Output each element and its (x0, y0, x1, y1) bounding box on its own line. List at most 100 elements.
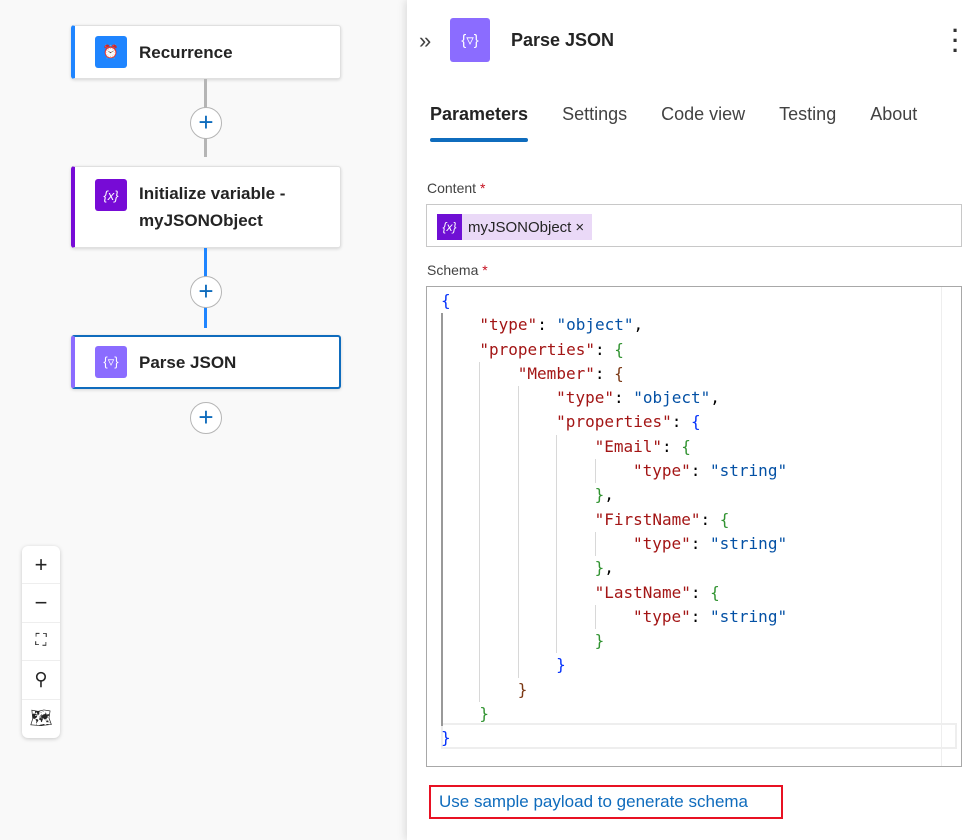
code-token: "properties" (479, 339, 595, 359)
code-token: "FirstName" (594, 509, 701, 529)
code-line: } (441, 629, 787, 654)
code-token: "string" (710, 606, 788, 626)
indent-guide (556, 629, 594, 654)
indent-guide (517, 483, 556, 508)
indent-guide (556, 459, 594, 484)
indent-guide (479, 677, 517, 703)
code-token: } (594, 558, 605, 578)
code-token: { (710, 582, 720, 602)
code-token: "type" (632, 606, 691, 626)
content-label: Content * (427, 180, 485, 196)
code-token: : (613, 388, 634, 408)
indent-guide (441, 313, 479, 338)
zoom-out-icon[interactable]: − (22, 584, 60, 623)
node-recurrence[interactable]: ⏰ Recurrence (71, 25, 341, 79)
add-step-button[interactable]: + (190, 107, 222, 139)
tab-about[interactable]: About (870, 104, 918, 124)
tab-parameters[interactable]: Parameters (430, 104, 529, 142)
schema-code[interactable]: {"type": "object", "properties": {"Member… (441, 289, 787, 751)
code-token: } (479, 704, 490, 724)
code-token: { (441, 291, 451, 310)
code-token: : (594, 363, 615, 383)
schema-editor[interactable]: {"type": "object", "properties": {"Member… (426, 286, 962, 767)
indent-guide (441, 386, 479, 411)
parse-json-icon: {▿} (450, 18, 490, 62)
indent-guide (517, 531, 556, 557)
code-token: , (710, 388, 720, 408)
indent-guide (479, 604, 517, 630)
use-sample-payload-link[interactable]: Use sample payload to generate schema (439, 792, 749, 811)
code-token: "LastName" (594, 582, 691, 602)
content-input[interactable]: {x} myJSONObject × (426, 204, 962, 247)
required-mark: * (479, 180, 486, 196)
schema-label: Schema * (427, 262, 488, 278)
code-line: }, (441, 483, 787, 508)
tab-code-view[interactable]: Code view (661, 104, 746, 124)
map-icon[interactable]: 🗺 (29, 708, 53, 729)
code-token: { (614, 339, 624, 359)
code-token: "Member" (517, 363, 595, 383)
code-token: } (594, 631, 605, 651)
indent-guide (441, 556, 479, 581)
code-line: } (441, 702, 787, 727)
code-token: : (690, 582, 711, 602)
code-token: "object" (633, 388, 711, 408)
indent-guide (441, 629, 479, 654)
parse-json-icon: {▿} (95, 346, 127, 378)
zoom-in-icon[interactable]: + (22, 546, 60, 585)
code-token: "properties" (556, 412, 672, 432)
editor-scrollbar[interactable] (941, 287, 961, 766)
code-token: , (604, 485, 614, 505)
code-token: : (690, 461, 711, 481)
code-line: } (441, 726, 787, 750)
code-token: , (633, 315, 644, 335)
sample-payload-highlight: Use sample payload to generate schema (429, 785, 783, 819)
node-parse-json[interactable]: {▿} Parse JSON (71, 335, 341, 389)
variable-token[interactable]: {x} myJSONObject × (437, 214, 593, 240)
code-token: "type" (479, 315, 538, 335)
code-token: { (681, 436, 691, 456)
search-icon[interactable]: ⚲ (22, 661, 60, 700)
workflow-canvas: ⏰ Recurrence + {x} Initialize variable -… (0, 0, 407, 840)
indent-guide (556, 434, 594, 460)
indent-guide (556, 531, 594, 557)
code-token: : (662, 436, 682, 456)
remove-token-icon[interactable]: × (575, 218, 585, 236)
tab-testing[interactable]: Testing (779, 104, 837, 124)
indent-guide (517, 629, 556, 654)
node-initialize-variable[interactable]: {x} Initialize variable - myJSONObject (71, 166, 341, 248)
fit-view-icon[interactable]: ⛶ (22, 623, 60, 662)
indent-guide (441, 677, 479, 703)
indent-guide (594, 604, 633, 630)
code-token: : (700, 509, 720, 529)
panel-title: Parse JSON (511, 30, 615, 50)
indent-guide (517, 386, 556, 411)
indent-guide (556, 556, 594, 581)
token-label: myJSONObject (468, 218, 572, 236)
indent-guide (441, 531, 479, 557)
indent-guide (441, 337, 479, 362)
code-line: "type": "string" (441, 459, 787, 484)
code-line: }, (441, 556, 787, 581)
code-token: : (690, 606, 711, 626)
indent-guide (441, 483, 479, 508)
code-token: : (594, 339, 615, 359)
collapse-panel-icon[interactable]: » (419, 28, 432, 53)
code-token: , (604, 558, 614, 578)
indent-guide (517, 556, 556, 581)
code-token: } (517, 679, 528, 699)
node-label: Recurrence (139, 42, 233, 62)
indent-guide (517, 434, 556, 460)
tab-settings[interactable]: Settings (562, 104, 628, 124)
more-options-icon[interactable]: · · · (952, 18, 960, 63)
indent-guide (556, 483, 594, 508)
code-line: "properties": { (441, 410, 787, 435)
indent-guide (441, 604, 479, 630)
add-step-button[interactable]: + (190, 402, 222, 434)
code-token: "object" (556, 315, 634, 335)
indent-guide (441, 580, 479, 605)
details-panel: » {▿} Parse JSON · · · Parameters Settings… (407, 0, 973, 840)
code-token: "type" (632, 461, 691, 481)
indent-guide (441, 361, 479, 387)
add-step-button[interactable]: + (190, 276, 222, 308)
